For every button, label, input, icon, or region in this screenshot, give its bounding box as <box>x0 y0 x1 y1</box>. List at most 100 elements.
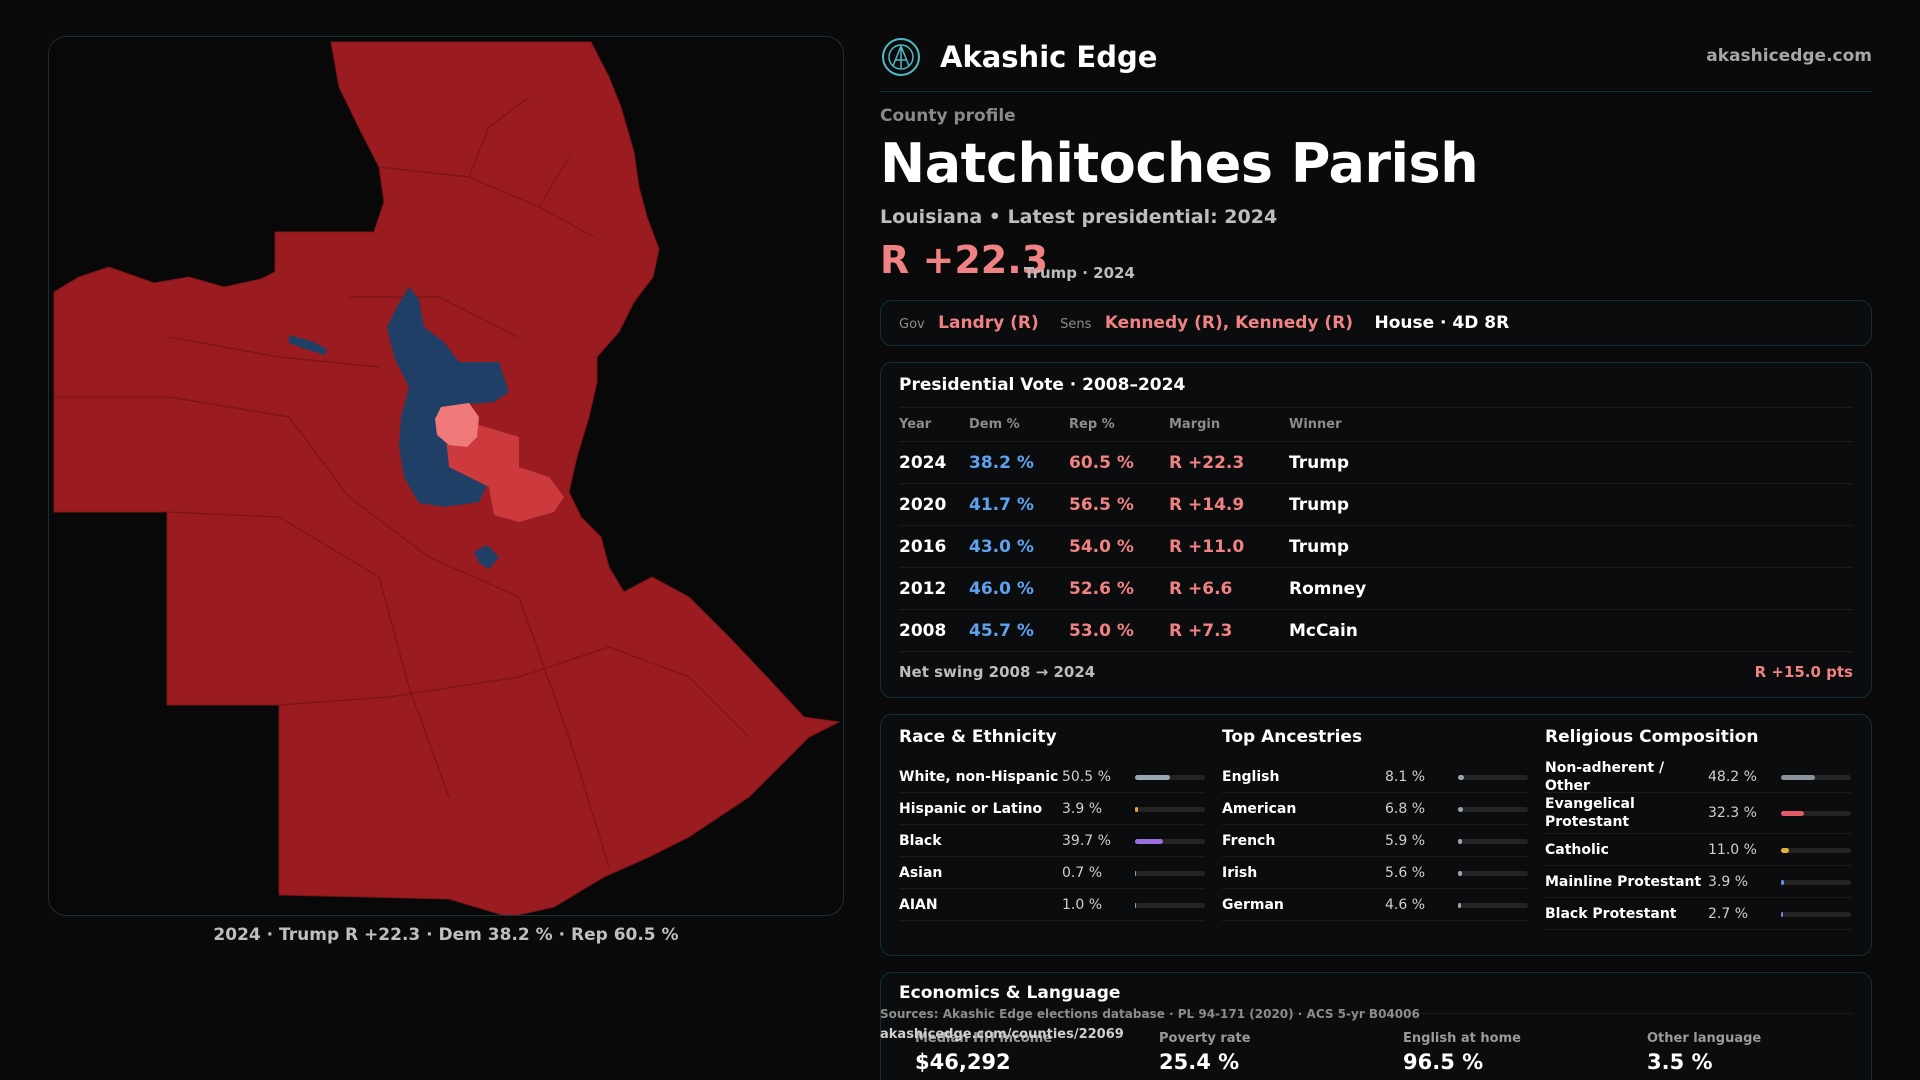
table-row: 2012 46.0 % 52.6 % R +6.6 Romney <box>899 567 1853 610</box>
house-delegation: House · 4D 8R <box>1374 313 1510 333</box>
map-region-dem-small <box>474 545 499 569</box>
item-label: Black Protestant <box>1545 905 1677 922</box>
item-label: Hispanic or Latino <box>899 800 1043 817</box>
row-margin: R +14.9 <box>1169 483 1289 526</box>
akashic-logo-icon[interactable] <box>882 38 920 76</box>
row-margin: R +11.0 <box>1169 525 1289 568</box>
item-label: American <box>1222 800 1297 817</box>
col-margin: Margin <box>1169 407 1289 442</box>
row-dem: 41.7 % <box>969 483 1069 526</box>
item-bar <box>1135 838 1205 844</box>
row-margin: R +7.3 <box>1169 609 1289 652</box>
item-label: Asian <box>899 864 943 881</box>
map-precinct-lines <box>54 96 750 868</box>
item-value: 50.5 % <box>1062 768 1111 785</box>
list-item: Asian 0.7 % <box>899 857 1205 889</box>
row-margin: R +6.6 <box>1169 567 1289 610</box>
item-value: 3.9 % <box>1708 873 1749 890</box>
item-bar-fill <box>1781 911 1783 917</box>
latest-margin-note: Trump · 2024 <box>1024 264 1135 282</box>
item-value: 5.9 % <box>1385 832 1426 849</box>
list-item: German 4.6 % <box>1222 889 1528 921</box>
item-value: 39.7 % <box>1062 832 1111 849</box>
col-year: Year <box>899 407 969 442</box>
table-row: 2016 43.0 % 54.0 % R +11.0 Trump <box>899 525 1853 568</box>
map-region-rep-pale <box>435 403 479 447</box>
item-bar <box>1135 806 1205 812</box>
item-label: French <box>1222 832 1276 849</box>
precinct-map[interactable] <box>48 36 844 916</box>
item-bar-fill <box>1781 879 1784 885</box>
item-label: English <box>1222 768 1280 785</box>
item-label: Non-adherent / Other <box>1545 759 1665 794</box>
row-year: 2008 <box>899 609 969 652</box>
item-bar <box>1781 879 1851 885</box>
economics-card: Economics & Language Median HH income $4… <box>880 972 1872 1080</box>
item-bar-fill <box>1458 806 1463 812</box>
map-svg <box>53 41 841 915</box>
item-bar <box>1458 774 1528 780</box>
item-bar-fill <box>1781 847 1789 853</box>
col-winner: Winner <box>1289 407 1853 442</box>
list-item: Black Protestant 2.7 % <box>1545 898 1851 930</box>
item-label: Mainline Protestant <box>1545 873 1702 890</box>
item-label: Black <box>899 832 942 849</box>
item-value: 32.3 % <box>1708 805 1757 821</box>
item-value: 0.7 % <box>1062 864 1103 881</box>
stat-label: Poverty rate <box>1159 1031 1251 1046</box>
table-row: 2020 41.7 % 56.5 % R +14.9 Trump <box>899 483 1853 526</box>
row-winner: Trump <box>1289 441 1853 484</box>
presidential-title: Presidential Vote · 2008–2024 <box>899 375 1186 395</box>
page-subtitle: Louisiana • Latest presidential: 2024 <box>880 206 1278 228</box>
row-year: 2020 <box>899 483 969 526</box>
profile-eyebrow: County profile <box>880 106 1016 126</box>
ancestry-title: Top Ancestries <box>1222 727 1363 747</box>
race-column: Race & Ethnicity White, non-Hispanic 50.… <box>899 727 1205 921</box>
item-bar <box>1781 811 1851 816</box>
item-value: 3.9 % <box>1062 800 1103 817</box>
item-bar-fill <box>1781 774 1815 780</box>
stat-value: 25.4 % <box>1159 1050 1240 1074</box>
list-item: French 5.9 % <box>1222 825 1528 857</box>
item-bar-fill <box>1458 902 1462 908</box>
map-region-dem-arm <box>289 335 327 355</box>
item-value: 48.2 % <box>1708 768 1757 785</box>
stat-label: English at home <box>1403 1031 1521 1046</box>
list-item: Mainline Protestant 3.9 % <box>1545 866 1851 898</box>
item-bar-fill <box>1458 870 1462 876</box>
stat-english-at-home: English at home 96.5 % <box>1403 1031 1623 1074</box>
religion-column: Religious Composition Non-adherent / Oth… <box>1545 727 1851 930</box>
table-row: 2024 38.2 % 60.5 % R +22.3 Trump <box>899 441 1853 484</box>
governor-label: Gov <box>899 317 925 332</box>
economics-title: Economics & Language <box>899 983 1121 1003</box>
item-bar-fill <box>1135 870 1137 876</box>
map-caption: 2024 · Trump R +22.3 · Dem 38.2 % · Rep … <box>213 925 679 945</box>
table-row: 2008 45.7 % 53.0 % R +7.3 McCain <box>899 609 1853 652</box>
presidential-table: Year Dem % Rep % Margin Winner 2024 38.2… <box>899 407 1853 652</box>
permalink[interactable]: akashicedge.com/counties/22069 <box>880 1027 1124 1042</box>
site-link[interactable]: akashicedge.com <box>1706 46 1872 66</box>
item-label: German <box>1222 896 1284 913</box>
governor-value: Landry (R) <box>938 313 1039 333</box>
stat-poverty-rate: Poverty rate 25.4 % <box>1159 1031 1379 1074</box>
stat-label: Median HH income <box>915 1031 1053 1046</box>
item-bar <box>1781 847 1851 853</box>
row-winner: McCain <box>1289 609 1853 652</box>
stat-other-language: Other language 3.5 % <box>1647 1031 1867 1074</box>
brand-name[interactable]: Akashic Edge <box>940 40 1158 74</box>
race-title: Race & Ethnicity <box>899 727 1057 747</box>
list-item: Catholic 11.0 % <box>1545 834 1851 866</box>
item-label: Irish <box>1222 864 1258 881</box>
item-bar <box>1458 838 1528 844</box>
item-label: Evangelical Protestant <box>1545 796 1635 830</box>
list-item: Hispanic or Latino 3.9 % <box>899 793 1205 825</box>
senators-value: Kennedy (R), Kennedy (R) <box>1104 313 1354 333</box>
stat-label: Other language <box>1647 1031 1762 1046</box>
row-rep: 52.6 % <box>1069 567 1169 610</box>
list-item: Irish 5.6 % <box>1222 857 1528 889</box>
row-dem: 38.2 % <box>969 441 1069 484</box>
row-year: 2024 <box>899 441 969 484</box>
profile-column: Akashic Edge akashicedge.com County prof… <box>880 0 1872 1080</box>
item-value: 6.8 % <box>1385 800 1426 817</box>
